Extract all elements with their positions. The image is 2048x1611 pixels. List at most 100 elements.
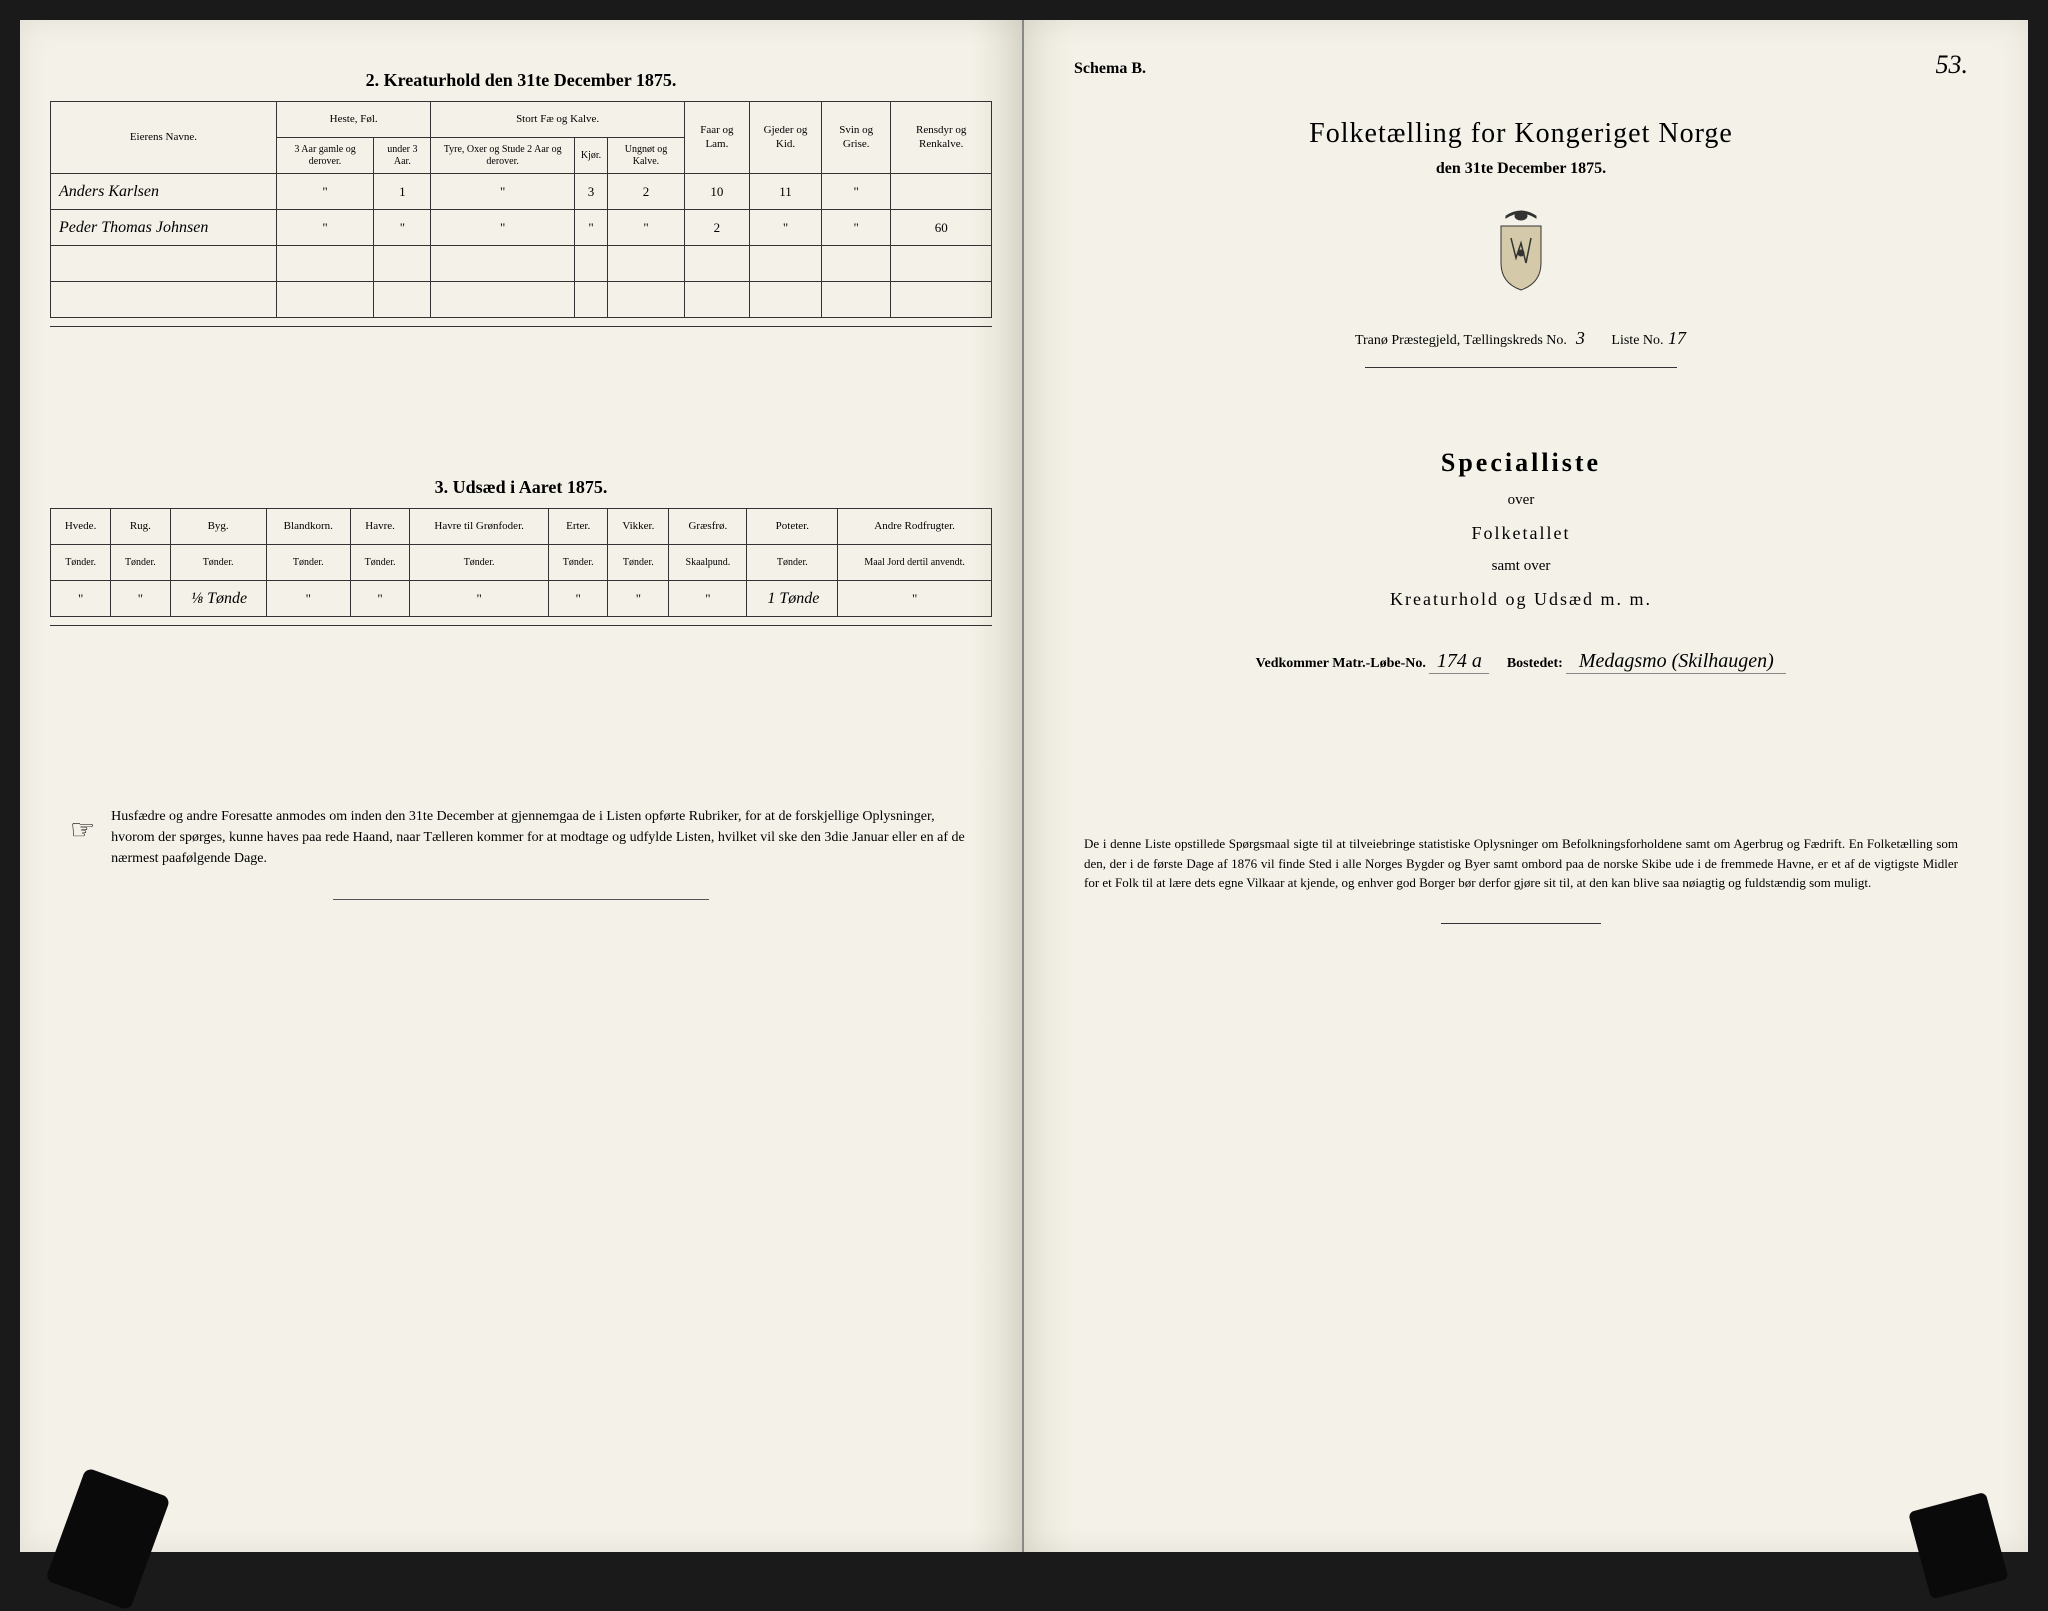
th-grass: Græsfrø. — [669, 509, 747, 545]
right-content: Folketælling for Kongeriget Norge den 31… — [1074, 118, 1968, 924]
cell: " — [608, 581, 669, 617]
matr-no: 174 a — [1429, 650, 1489, 674]
th-pigs: Svin og Grise. — [822, 102, 891, 174]
th-vetch: Vikker. — [608, 509, 669, 545]
th-wheat: Hvede. — [51, 509, 111, 545]
cell: " — [276, 210, 373, 246]
th-unit: Tønder. — [608, 545, 669, 581]
th-unit: Tønder. — [410, 545, 549, 581]
cell: " — [374, 210, 431, 246]
sub-over: over — [1074, 492, 1968, 509]
th-potatoes: Poteter. — [747, 509, 838, 545]
cell: " — [266, 581, 350, 617]
coat-of-arms-icon — [1486, 208, 1556, 298]
cell: " — [276, 174, 373, 210]
cell — [891, 174, 992, 210]
section2-title: 2. Kreaturhold den 31te December 1875. — [50, 70, 992, 91]
th-roots: Andre Rodfrugter. — [838, 509, 992, 545]
table-row: Peder Thomas Johnsen " " " " " 2 " " 60 — [51, 210, 992, 246]
cell: 60 — [891, 210, 992, 246]
table-row: " " ⅛ Tønde " " " " " " 1 Tønde " — [51, 581, 992, 617]
right-page: 53. Schema B. Folketælling for Kongerige… — [1024, 20, 2028, 1552]
th-unit: Tønder. — [747, 545, 838, 581]
clip-shadow — [1908, 1492, 2009, 1600]
table-row: Anders Karlsen " 1 " 3 2 10 11 " — [51, 174, 992, 210]
schema-label: Schema B. — [1074, 60, 1968, 78]
th-rye: Rug. — [111, 509, 170, 545]
bosted-label: Bostedet: — [1507, 656, 1563, 671]
cell: " — [838, 581, 992, 617]
cell-owner: Anders Karlsen — [51, 174, 277, 210]
th-oats: Havre. — [350, 509, 409, 545]
census-title: Folketælling for Kongeriget Norge — [1074, 118, 1968, 150]
th-horses-group: Heste, Føl. — [276, 102, 431, 138]
cell: 1 — [374, 174, 431, 210]
cell: " — [822, 210, 891, 246]
th-unit: Tønder. — [111, 545, 170, 581]
rule — [50, 625, 992, 626]
cell: " — [431, 174, 574, 210]
district-no: 3 — [1570, 328, 1590, 349]
th-horses-adult: 3 Aar gamle og derover. — [276, 138, 373, 174]
th-cattle-cows: Kjør. — [574, 138, 607, 174]
th-unit: Tønder. — [266, 545, 350, 581]
matr-line: Vedkommer Matr.-Løbe-No. 174 a Bostedet:… — [1074, 650, 1968, 674]
specialliste-heading: Specialliste — [1074, 448, 1968, 478]
cell: " — [350, 581, 409, 617]
th-horses-young: under 3 Aar. — [374, 138, 431, 174]
th-cattle-group: Stort Fæ og Kalve. — [431, 102, 684, 138]
table-row-empty — [51, 246, 992, 282]
th-sheep: Faar og Lam. — [684, 102, 749, 174]
cell: 3 — [574, 174, 607, 210]
cell: " — [431, 210, 574, 246]
liste-label: Liste No. — [1611, 333, 1663, 348]
cell: ⅛ Tønde — [170, 581, 266, 617]
th-unit: Tønder. — [170, 545, 266, 581]
rule — [333, 899, 710, 900]
book-spread: 2. Kreaturhold den 31te December 1875. E… — [20, 20, 2028, 1552]
page-number: 53. — [1936, 50, 1969, 80]
th-barley: Byg. — [170, 509, 266, 545]
census-date: den 31te December 1875. — [1074, 160, 1968, 178]
liste-no: 17 — [1667, 328, 1687, 349]
th-unit: Tønder. — [350, 545, 409, 581]
right-footer-text: De i denne Liste opstillede Spørgsmaal s… — [1074, 834, 1968, 893]
cell: " — [750, 210, 822, 246]
district-label: Tranø Præstegjeld, Tællingskreds No. — [1355, 333, 1567, 348]
cell: " — [549, 581, 608, 617]
cell: " — [669, 581, 747, 617]
th-cattle-bulls: Tyre, Oxer og Stude 2 Aar og derover. — [431, 138, 574, 174]
pointing-hand-icon: ☞ — [70, 806, 95, 869]
rule — [1441, 923, 1602, 924]
district-line: Tranø Præstegjeld, Tællingskreds No. 3 L… — [1074, 328, 1968, 349]
left-footer-note: ☞ Husfædre og andre Foresatte anmodes om… — [50, 806, 992, 869]
matr-label: Vedkommer Matr.-Løbe-No. — [1256, 656, 1426, 671]
cell: 2 — [608, 174, 685, 210]
th-goats: Gjeder og Kid. — [750, 102, 822, 174]
cell: " — [111, 581, 170, 617]
th-unit: Maal Jord dertil anvendt. — [838, 545, 992, 581]
cell: " — [822, 174, 891, 210]
footer-text: Husfædre og andre Foresatte anmodes om i… — [111, 806, 972, 869]
cell: " — [574, 210, 607, 246]
sub-samt: samt over — [1074, 558, 1968, 575]
cell: 11 — [750, 174, 822, 210]
th-owner: Eierens Navne. — [51, 102, 277, 174]
cell: " — [51, 581, 111, 617]
th-cattle-calves: Ungnøt og Kalve. — [608, 138, 685, 174]
cell: 10 — [684, 174, 749, 210]
th-unit: Skaalpund. — [669, 545, 747, 581]
cell: 1 Tønde — [747, 581, 838, 617]
sub-kreatur: Kreaturhold og Udsæd m. m. — [1074, 589, 1968, 610]
th-unit: Tønder. — [549, 545, 608, 581]
cell-owner: Peder Thomas Johnsen — [51, 210, 277, 246]
cell: " — [608, 210, 685, 246]
th-oats-fodder: Havre til Grønfoder. — [410, 509, 549, 545]
sowing-table: Hvede. Rug. Byg. Blandkorn. Havre. Havre… — [50, 508, 992, 617]
th-mixed: Blandkorn. — [266, 509, 350, 545]
section3-title: 3. Udsæd i Aaret 1875. — [50, 477, 992, 498]
cell: 2 — [684, 210, 749, 246]
sub-folketallet: Folketallet — [1074, 523, 1968, 544]
th-peas: Erter. — [549, 509, 608, 545]
clip-shadow — [45, 1467, 171, 1611]
